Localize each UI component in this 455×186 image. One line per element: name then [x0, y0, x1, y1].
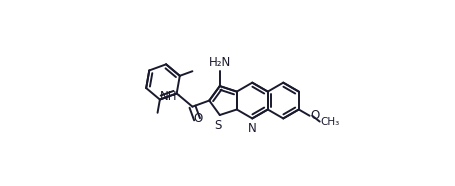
Text: CH₃: CH₃: [321, 117, 340, 126]
Text: S: S: [214, 119, 222, 132]
Text: O: O: [310, 109, 320, 122]
Text: NH: NH: [160, 90, 177, 103]
Text: N: N: [248, 122, 257, 135]
Text: O: O: [193, 112, 202, 125]
Text: H₂N: H₂N: [209, 56, 231, 69]
